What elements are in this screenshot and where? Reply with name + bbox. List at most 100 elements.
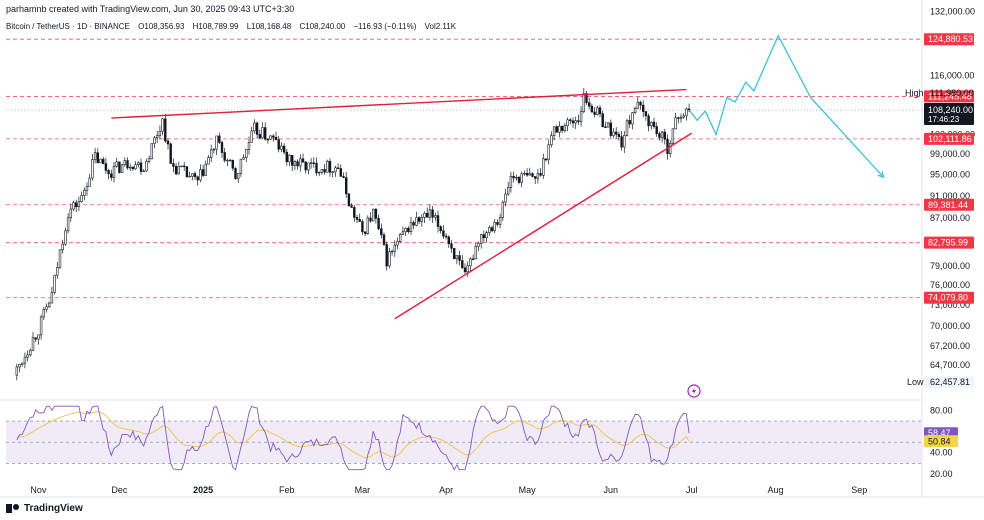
- high-value-label: 111,980.00: [930, 88, 974, 98]
- candle-body: [212, 148, 216, 151]
- candle-body: [118, 161, 121, 173]
- candle-body: [150, 143, 153, 160]
- tradingview-logo-icon: [6, 504, 20, 513]
- candle-body: [347, 193, 351, 207]
- candle-body: [210, 149, 213, 158]
- candle-body: [601, 113, 604, 128]
- candle-body: [350, 205, 353, 208]
- candle-body: [18, 364, 21, 368]
- projection-arrowhead: [877, 171, 885, 179]
- time-axis-tick-label: Mar: [355, 485, 371, 495]
- price-axis-tick-label: 99,000.00: [930, 149, 970, 159]
- candle-body: [415, 217, 418, 226]
- candle-body: [326, 160, 329, 173]
- candle-body: [304, 161, 307, 171]
- level-price-label-bg: [924, 132, 974, 145]
- candle-body: [523, 172, 526, 175]
- candle-body: [137, 162, 140, 165]
- time-axis-tick-label: Feb: [279, 485, 295, 495]
- candle-body: [404, 227, 407, 233]
- candle-body: [566, 119, 569, 127]
- candle-body: [515, 176, 518, 179]
- candle-body: [218, 135, 221, 143]
- candles-layer: [15, 87, 691, 381]
- candle-body: [37, 334, 40, 340]
- candle-body: [652, 121, 656, 127]
- symbol-name[interactable]: Bitcoin / TetherUS · 1D · BINANCE: [6, 22, 130, 31]
- candle-body: [31, 337, 35, 351]
- candle-body: [655, 126, 658, 134]
- candle-body: [353, 207, 356, 218]
- rsi-axis-tick-label: 40.00: [930, 448, 953, 458]
- candle-body: [631, 112, 634, 125]
- candle-body: [560, 125, 564, 131]
- level-price-label-bg: [924, 236, 974, 249]
- current-price-label: 108,240.00: [928, 105, 973, 115]
- candle-body: [677, 117, 680, 119]
- candle-body: [674, 117, 677, 130]
- candle-body: [663, 131, 667, 140]
- candle-body: [72, 202, 75, 210]
- candle-body: [269, 135, 272, 140]
- candle-body: [471, 258, 475, 260]
- candle-body: [687, 108, 691, 111]
- candle-body: [339, 168, 342, 177]
- candle-body: [85, 186, 89, 191]
- price-axis-tick-label: 87,000.00: [930, 213, 970, 223]
- candle-body: [253, 122, 256, 132]
- candle-body: [569, 119, 572, 122]
- level-price-label-bg: [924, 291, 974, 304]
- candle-body: [520, 173, 523, 183]
- candle-body: [331, 171, 334, 173]
- price-axis-tick-label: 76,000.00: [930, 280, 970, 290]
- candle-body: [91, 159, 94, 179]
- candle-body: [552, 126, 556, 136]
- candle-body: [571, 120, 575, 124]
- level-price-label-bg: [924, 198, 974, 211]
- candle-body: [539, 173, 542, 176]
- candle-body: [358, 219, 361, 222]
- candle-body: [555, 126, 559, 133]
- rsi-value-label: 58.47: [928, 428, 951, 438]
- candle-body: [660, 131, 664, 138]
- candle-body: [617, 133, 621, 137]
- candle-body: [420, 217, 423, 222]
- candle-body: [547, 144, 550, 161]
- candle-body: [533, 176, 537, 179]
- candle-body: [45, 306, 48, 310]
- low-value-bg: [924, 376, 974, 389]
- candle-body: [466, 265, 469, 273]
- candle-body: [104, 163, 108, 171]
- high-label-text: High: [905, 88, 924, 98]
- candle-body: [625, 120, 629, 136]
- candle-body: [263, 127, 267, 140]
- candle-body: [293, 161, 297, 166]
- candle-body: [312, 162, 315, 164]
- candle-body: [142, 170, 145, 173]
- ohlc-close: 108,240.00: [305, 22, 346, 31]
- candle-body: [363, 231, 367, 234]
- candle-body: [647, 115, 650, 127]
- time-axis-tick-label: May: [519, 485, 537, 495]
- candle-body: [156, 135, 159, 139]
- candle-body: [641, 104, 645, 112]
- candle-body: [88, 177, 91, 187]
- candle-body: [110, 173, 113, 178]
- candle-body: [158, 130, 162, 136]
- candle-body: [377, 217, 380, 229]
- candle-body: [401, 231, 405, 235]
- candle-body: [407, 227, 410, 233]
- candle-body: [288, 155, 291, 163]
- candle-body: [83, 189, 86, 196]
- ohlc-low: 108,168.48: [251, 22, 292, 31]
- candle-body: [668, 143, 672, 155]
- candle-body: [247, 142, 251, 150]
- candle-body: [58, 249, 62, 268]
- candle-body: [509, 175, 513, 188]
- price-axis-tick-label: 67,200.00: [930, 341, 970, 351]
- candle-body: [517, 176, 521, 183]
- candle-body: [536, 173, 540, 179]
- candle-body: [528, 173, 532, 176]
- candle-body: [169, 143, 172, 164]
